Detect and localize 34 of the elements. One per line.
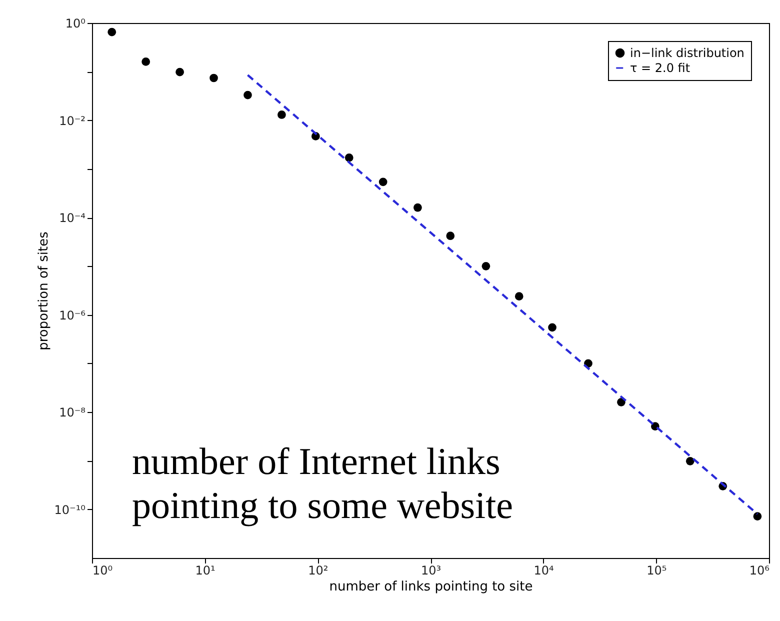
point <box>344 154 354 162</box>
y-tick-label: 10⁰ <box>65 16 86 30</box>
y-axis-title: proportion of sites <box>36 231 52 350</box>
point <box>686 456 694 466</box>
y-tick-label: 10⁻² <box>59 114 86 128</box>
point <box>278 110 286 119</box>
point <box>244 90 252 100</box>
x-tick-label: 10⁵ <box>646 564 667 578</box>
x-tick-label: 10⁶ <box>749 564 770 578</box>
x-tick-label: 10³ <box>420 564 442 578</box>
point <box>378 178 388 186</box>
point <box>210 74 218 82</box>
point <box>142 58 150 66</box>
y-tick-label: 10⁻⁸ <box>59 406 86 420</box>
x-tick-label: 10⁰ <box>92 564 113 578</box>
x-tick-label: 10¹ <box>195 564 216 578</box>
x-tick-label: 10⁴ <box>534 564 554 578</box>
point <box>753 512 762 520</box>
annotation: number of Internet links pointing to some website <box>132 440 514 528</box>
legend-label: in−link distribution <box>630 46 744 60</box>
x-axis-title: number of links pointing to site <box>329 580 533 594</box>
point <box>108 28 116 36</box>
y-tick-label: 10⁻¹⁰ <box>54 502 86 517</box>
legend-label: τ = 2.0 fit <box>630 61 690 75</box>
point <box>176 68 184 76</box>
point <box>548 323 556 332</box>
x-tick-label: 10² <box>308 564 328 578</box>
point <box>414 203 422 212</box>
point <box>514 292 524 300</box>
y-tick-label: 10⁻⁴ <box>59 211 86 226</box>
point <box>446 232 455 240</box>
point <box>482 262 490 270</box>
point <box>617 398 626 406</box>
y-tick-label: 10⁻⁶ <box>59 308 86 322</box>
